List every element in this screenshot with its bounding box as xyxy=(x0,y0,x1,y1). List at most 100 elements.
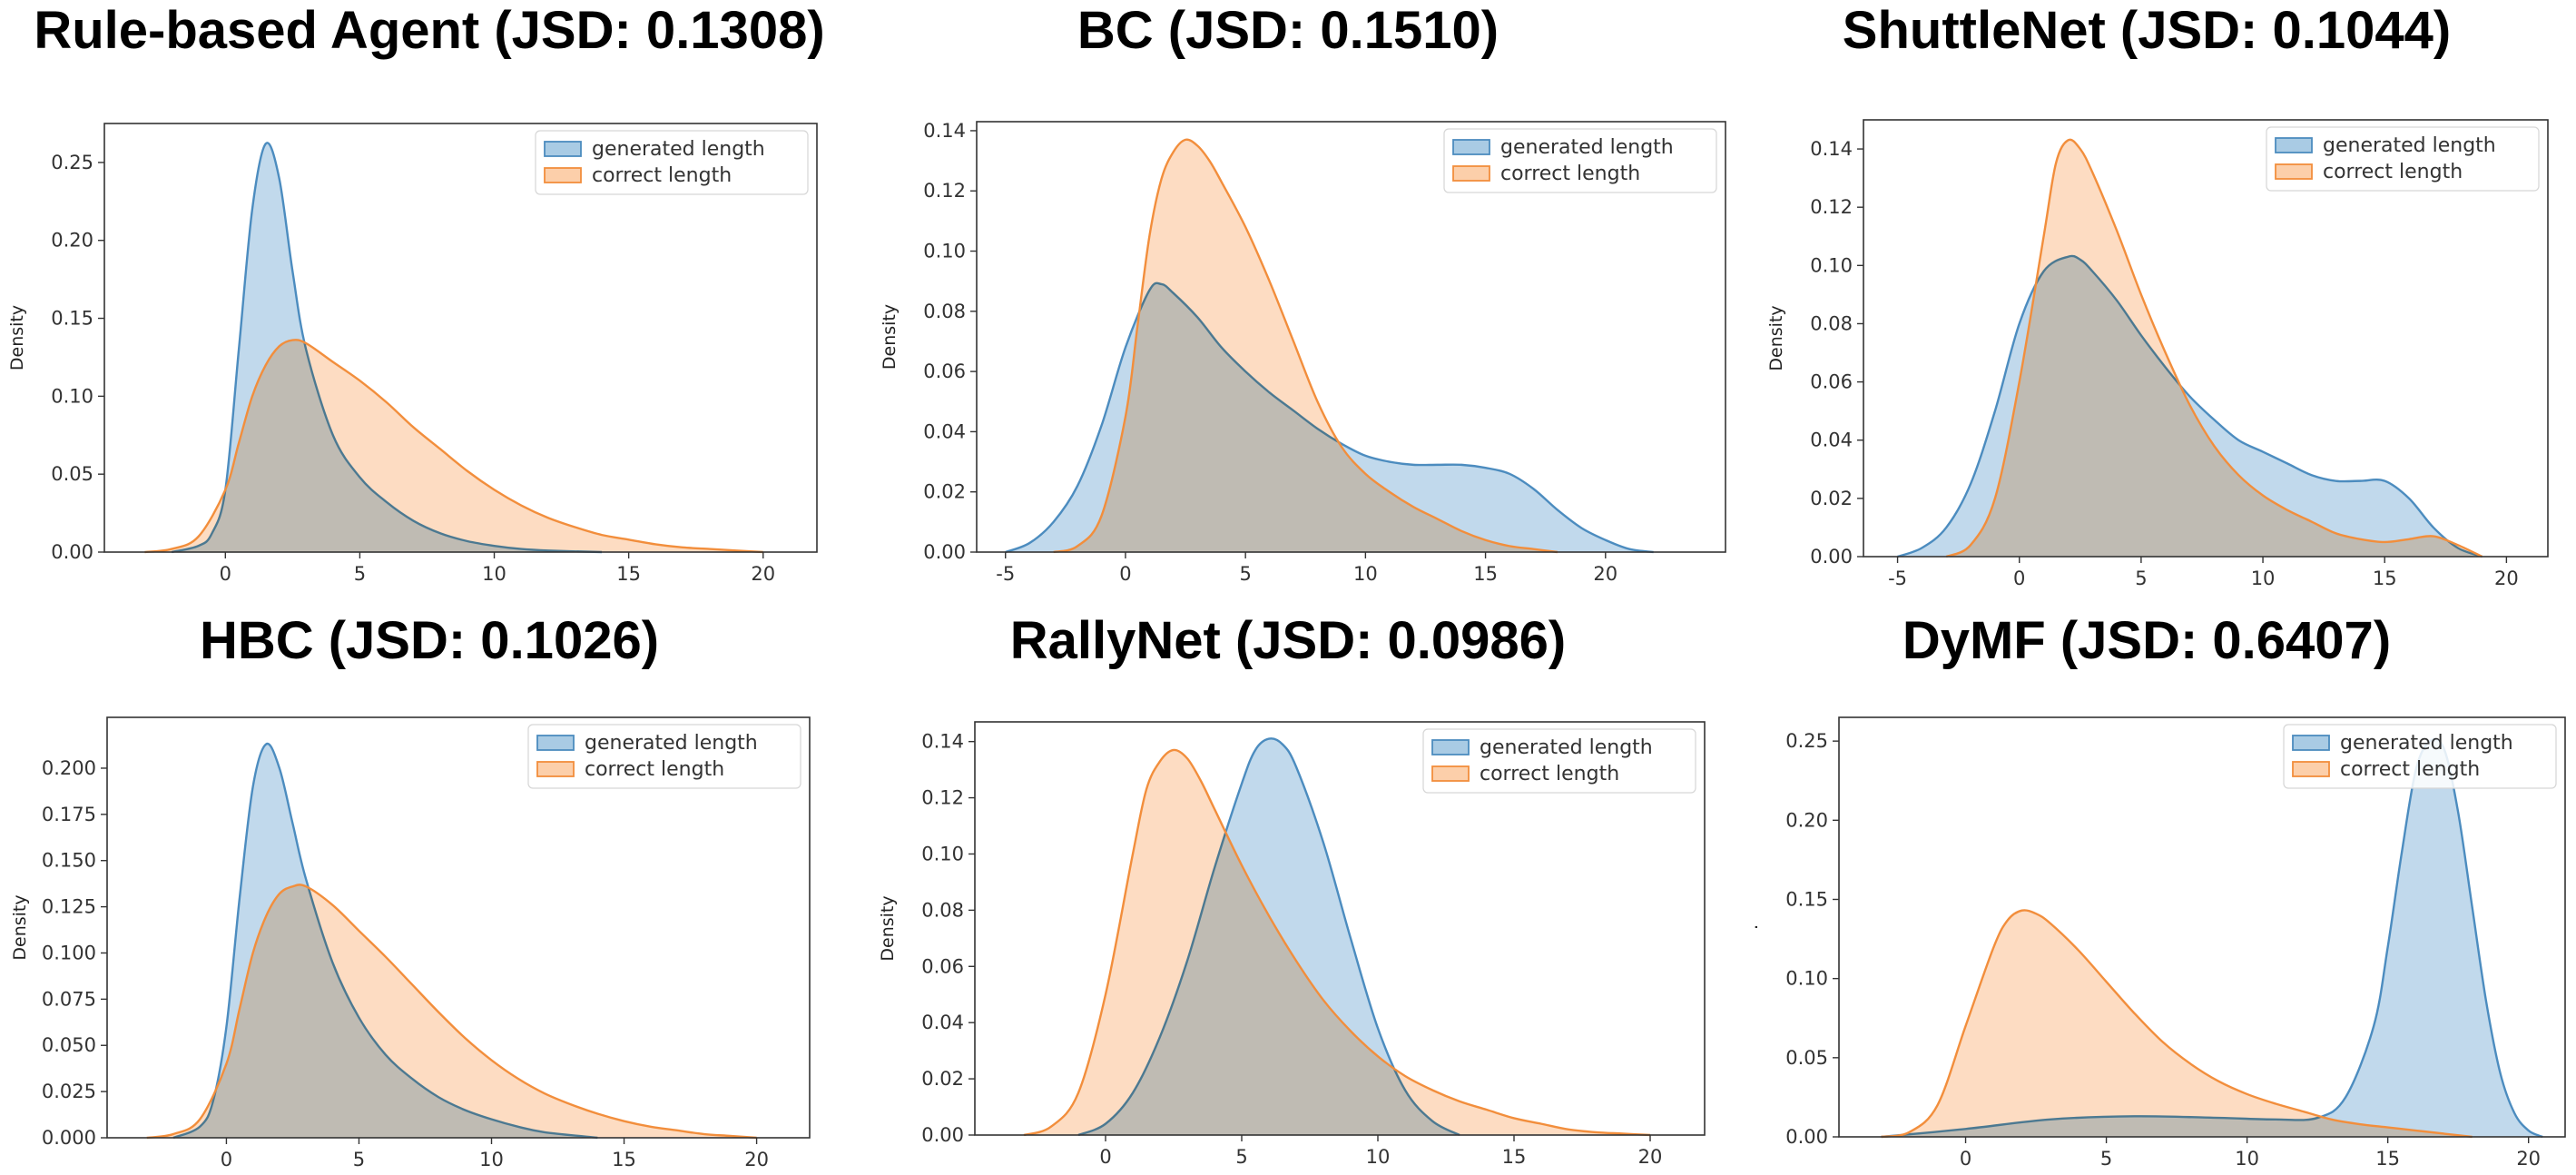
x-tick-label: 0 xyxy=(220,563,231,585)
x-tick-label: 20 xyxy=(2494,568,2519,589)
y-tick-label: 0.00 xyxy=(923,541,966,563)
y-axis-label: Density xyxy=(10,894,30,960)
x-tick-label: 5 xyxy=(1235,1146,1247,1168)
legend-swatch xyxy=(544,141,582,157)
x-tick-label: 10 xyxy=(1353,563,1378,585)
y-tick-label: 0.14 xyxy=(921,731,964,753)
x-tick-label: -5 xyxy=(1888,568,1907,589)
plot-svg: 0.00 0.05 0.10 0.15 0.20 0.25 0 5 10 15 20 Density g… xyxy=(7,123,818,585)
chart-title: RallyNet (JSD: 0.0986) xyxy=(1009,611,1567,670)
y-tick-label: 0.10 xyxy=(51,385,93,407)
chart-title: ShuttleNet (JSD: 0.1044) xyxy=(1842,1,2452,60)
y-tick-label: 0.10 xyxy=(1810,254,1853,276)
y-tick-label: 0.00 xyxy=(1785,1126,1828,1148)
y-tick-label: 0.06 xyxy=(921,955,964,977)
y-tick-label: 0.125 xyxy=(42,896,96,918)
x-tick-label: 10 xyxy=(1366,1146,1391,1168)
chart-panel-hbc: HBC (JSD: 0.1026) 0.000 0.025 0.050 0.075 0.… xyxy=(0,590,859,1175)
x-tick-label: 10 xyxy=(479,1149,504,1170)
y-tick-label: 0.200 xyxy=(42,757,96,779)
y-tick-label: 0.00 xyxy=(51,541,93,563)
x-tick-label: 15 xyxy=(612,1149,636,1170)
x-tick-label: 20 xyxy=(751,563,775,585)
y-tick-label: 0.25 xyxy=(51,152,93,173)
chart-panel-bc: BC (JSD: 0.1510) 0.00 0.02 0.04 0.06 0.08 0.1… xyxy=(859,0,1726,586)
y-tick-label: 0.025 xyxy=(42,1081,96,1102)
y-tick-label: 0.04 xyxy=(1810,430,1853,451)
legend-swatch xyxy=(1452,139,1490,155)
series-area-generated-length xyxy=(1881,738,2543,1137)
x-tick-label: 20 xyxy=(2516,1148,2541,1170)
y-tick-label: 0.20 xyxy=(1785,809,1828,831)
legend: generated length correct length xyxy=(2266,126,2540,192)
series-line-correct-length xyxy=(1881,909,2473,1139)
series-line-correct-length xyxy=(146,884,757,1140)
chart-panel-dymf: DyMF (JSD: 0.6407) 0.00 0.05 0.10 0.15 0.20 0… xyxy=(1717,590,2576,1175)
y-tick-label: 0.12 xyxy=(1810,196,1853,218)
series-area-correct-length xyxy=(1053,139,1558,552)
legend-label: correct length xyxy=(592,164,732,187)
y-tick-label: 0.150 xyxy=(42,850,96,872)
legend-label: correct length xyxy=(2323,161,2463,183)
y-tick-label: 0.05 xyxy=(51,463,93,485)
plot-frame xyxy=(103,123,818,553)
x-tick-label: 0 xyxy=(2013,568,2025,589)
y-tick-label: 0.08 xyxy=(1810,312,1853,334)
legend-swatch xyxy=(2292,735,2330,751)
legend-box xyxy=(2266,126,2540,192)
legend-label: correct length xyxy=(2340,758,2480,781)
legend: generated length correct length xyxy=(535,130,809,195)
legend-label: correct length xyxy=(1480,763,1619,785)
series-area-correct-length xyxy=(146,884,757,1138)
y-tick-label: 0.25 xyxy=(1785,730,1828,752)
legend-swatch xyxy=(1452,165,1490,182)
legend-label: generated length xyxy=(585,732,758,755)
legend-box xyxy=(1443,128,1717,193)
legend: generated length correct length xyxy=(1443,128,1717,193)
plot-frame xyxy=(976,121,1726,553)
x-tick-label: 15 xyxy=(616,563,641,585)
legend-label: generated length xyxy=(2323,134,2496,157)
y-tick-label: 0.02 xyxy=(1810,488,1853,509)
y-tick-label: 0.00 xyxy=(1810,546,1853,568)
legend-swatch xyxy=(1431,765,1470,782)
x-tick-label: -5 xyxy=(996,563,1015,585)
x-tick-label: 5 xyxy=(2135,568,2147,589)
y-tick-label: 0.15 xyxy=(1785,888,1828,910)
legend: generated length correct length xyxy=(1422,728,1696,794)
x-tick-label: 0 xyxy=(1099,1146,1111,1168)
legend-swatch xyxy=(536,761,575,777)
plot-frame xyxy=(1863,119,2549,558)
chart-panel-rule-based: Rule-based Agent (JSD: 0.1308) 0.00 0.05 0… xyxy=(0,0,859,586)
y-tick-label: 0.100 xyxy=(42,942,96,963)
legend-label: generated length xyxy=(1500,136,1674,159)
y-tick-label: 0.12 xyxy=(923,180,966,202)
chart-panel-rallynet: RallyNet (JSD: 0.0986) 0.00 0.02 0.04 0.06 0… xyxy=(859,590,1717,1175)
x-tick-label: 20 xyxy=(1638,1146,1663,1168)
series-areas xyxy=(1023,737,1651,1137)
series-area-correct-length xyxy=(1024,749,1650,1135)
plot-svg: 0.00 0.02 0.04 0.06 0.08 0.10 0.12 0.14 -5 0 5 10 15… xyxy=(880,120,1726,585)
x-tick-label: 20 xyxy=(1593,563,1617,585)
plot-svg: 0.000 0.025 0.050 0.075 0.100 0.125 0.150 0.175… xyxy=(10,716,811,1170)
series-area-correct-length xyxy=(1946,139,2483,557)
legend-label: generated length xyxy=(592,138,765,161)
x-tick-label: 10 xyxy=(2251,568,2276,589)
legend: generated length correct length xyxy=(2283,724,2557,789)
y-tick-label: 0.10 xyxy=(923,241,966,262)
y-tick-label: 0.10 xyxy=(921,843,964,864)
plot-frame xyxy=(974,721,1706,1136)
chart-title: BC (JSD: 0.1510) xyxy=(1077,1,1499,60)
legend-label: generated length xyxy=(1480,736,1653,759)
chart-title: DyMF (JSD: 0.6407) xyxy=(1902,611,2392,670)
y-axis-label: Density xyxy=(880,304,900,370)
y-tick-label: 0.05 xyxy=(1785,1047,1828,1069)
legend-swatch xyxy=(2292,761,2330,777)
y-tick-label: 0.06 xyxy=(923,360,966,382)
x-tick-label: 0 xyxy=(1119,563,1131,585)
y-tick-label: 0.06 xyxy=(1810,371,1853,393)
y-tick-label: 0.15 xyxy=(51,308,93,330)
legend-swatch xyxy=(1431,739,1470,755)
y-tick-label: 0.02 xyxy=(923,481,966,503)
series-areas xyxy=(1897,138,2483,558)
